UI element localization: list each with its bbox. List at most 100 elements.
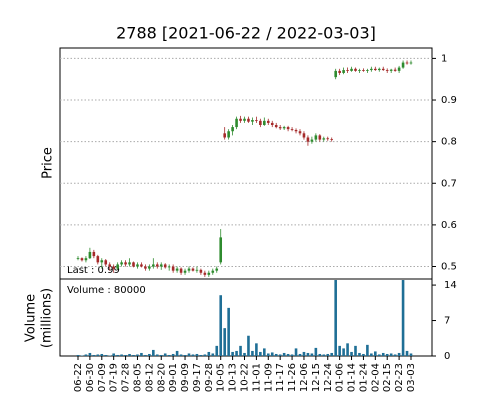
candle-body xyxy=(263,120,266,125)
x-tick-label: 09-09 xyxy=(180,363,191,392)
volume-bar xyxy=(374,351,377,356)
candle-body xyxy=(235,118,238,128)
volume-bar xyxy=(346,343,349,356)
volume-bar xyxy=(362,353,365,356)
volume-bar xyxy=(314,347,318,356)
candle-body xyxy=(207,272,211,275)
candle-body xyxy=(215,268,219,271)
volume-bar xyxy=(393,354,397,356)
price-frame xyxy=(59,47,433,280)
candle-body xyxy=(203,272,207,275)
candle-body xyxy=(330,139,334,140)
volume-bar xyxy=(219,295,223,356)
candle-body xyxy=(310,139,314,142)
volume-bar xyxy=(128,353,131,356)
volume-bar xyxy=(183,354,187,356)
candle-body xyxy=(199,269,203,273)
candle-body xyxy=(191,268,195,271)
x-tick-label: 01-14 xyxy=(347,363,358,392)
candle-body xyxy=(397,67,401,71)
volume-bar xyxy=(120,354,123,356)
volume-bar xyxy=(235,350,238,356)
x-tick-label: 02-15 xyxy=(382,363,393,392)
volume-bar xyxy=(140,352,143,356)
volume-bar xyxy=(306,352,310,356)
candle-body xyxy=(318,135,322,140)
volume-bar xyxy=(199,354,203,356)
volume-bar xyxy=(100,353,104,356)
candle-body xyxy=(270,122,274,125)
x-tick-label: 10-13 xyxy=(228,363,239,392)
volume-bar xyxy=(298,353,302,356)
volume-bar xyxy=(203,354,207,356)
candle-body xyxy=(286,127,290,130)
volume-bar xyxy=(88,352,92,356)
volume-bar xyxy=(247,335,250,356)
candle-body xyxy=(405,62,409,64)
candle-body xyxy=(120,262,123,265)
chart-title: 2788 [2021-06-22 / 2022-03-03] xyxy=(116,24,376,43)
x-tick-label: 07-19 xyxy=(109,363,120,392)
volume-frame xyxy=(59,278,433,357)
candle-body xyxy=(374,68,377,71)
x-tick-label: 08-05 xyxy=(132,363,143,392)
candle-body xyxy=(385,70,389,71)
x-tick-label: 03-03 xyxy=(406,363,417,392)
volume-bar xyxy=(159,354,163,356)
volume-bar xyxy=(187,353,191,356)
candle-body xyxy=(92,251,96,257)
price-y-label: Price xyxy=(41,147,56,179)
x-tick-label: 12-24 xyxy=(323,363,334,392)
y-tick-label: 0.6 xyxy=(441,220,457,231)
volume-bar xyxy=(266,353,270,356)
candle-body xyxy=(88,251,92,259)
candle-body xyxy=(171,266,175,271)
x-tick-label: 06-22 xyxy=(73,363,84,392)
volume-bar xyxy=(211,353,215,356)
volume-bar xyxy=(92,354,96,356)
volume-bar xyxy=(96,354,100,356)
candle-body xyxy=(96,256,100,263)
candle-body xyxy=(298,131,302,134)
volume-bar xyxy=(239,345,242,356)
y-tick-label: 14 xyxy=(444,280,457,291)
candle-body xyxy=(247,118,250,122)
volume-bar xyxy=(76,354,80,356)
volume-bar xyxy=(342,348,345,356)
x-tick-label: 10-05 xyxy=(216,363,227,392)
candle-body xyxy=(302,133,306,138)
y-tick-label: 0.8 xyxy=(441,137,457,148)
y-tick-label: 0 xyxy=(444,351,450,362)
candle-body xyxy=(362,70,365,71)
candle-body xyxy=(112,266,115,269)
x-tick-label: 09-28 xyxy=(204,363,215,392)
candle-body xyxy=(306,137,310,142)
volume-bar xyxy=(338,345,341,356)
volume-bar xyxy=(155,354,159,356)
volume-bar xyxy=(405,350,409,356)
candle-body xyxy=(314,135,318,140)
volume-bar xyxy=(132,354,135,356)
candle-body xyxy=(140,264,143,267)
volume-bar xyxy=(223,328,226,356)
candle-body xyxy=(100,260,104,263)
candle-body xyxy=(370,68,373,71)
candle-body xyxy=(409,62,413,64)
volume-bar xyxy=(290,354,294,356)
candle-body xyxy=(334,70,337,78)
volume-bar xyxy=(322,354,326,356)
volume-bar xyxy=(112,353,115,356)
volume-bar xyxy=(215,345,219,356)
x-tick-label: 11-17 xyxy=(275,363,286,392)
candle-body xyxy=(393,69,397,71)
volume-bar xyxy=(354,345,357,356)
candle-body xyxy=(255,120,258,121)
candle-body xyxy=(326,138,330,140)
x-tick-label: 12-06 xyxy=(299,363,310,392)
candle-body xyxy=(366,70,369,71)
candle-body xyxy=(76,258,80,259)
volume-bar xyxy=(108,355,112,356)
volume-bar xyxy=(358,352,361,356)
volume-bar xyxy=(270,352,274,356)
candle-body xyxy=(175,268,179,271)
